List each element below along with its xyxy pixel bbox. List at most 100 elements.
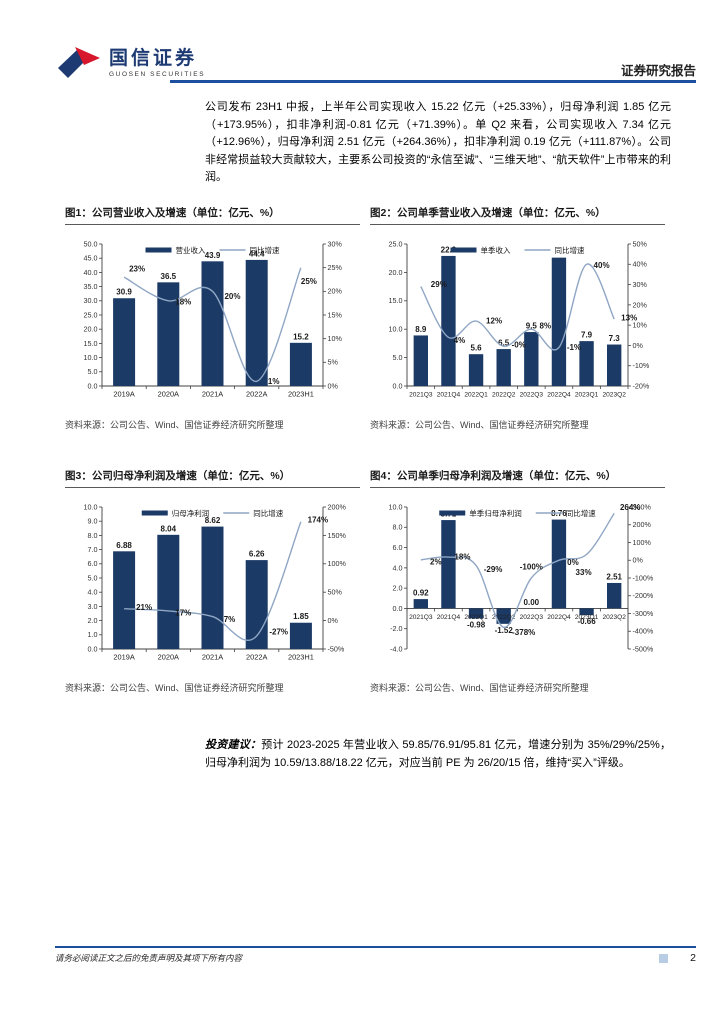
svg-text:同比增速: 同比增速 — [555, 245, 585, 255]
svg-text:15.0: 15.0 — [84, 339, 98, 348]
chart-source-note: 资料来源：公司公告、Wind、国信证券经济研究所整理 — [65, 420, 284, 430]
svg-text:2019A: 2019A — [113, 390, 134, 399]
svg-text:单季归母净利润: 单季归母净利润 — [469, 508, 522, 518]
svg-text:7.0: 7.0 — [88, 545, 98, 554]
svg-text:2020A: 2020A — [158, 653, 179, 662]
svg-text:6.88: 6.88 — [116, 541, 132, 550]
svg-text:20.0: 20.0 — [389, 268, 403, 277]
svg-text:-1.52: -1.52 — [495, 626, 514, 635]
chart-canvas-profit-annual: 0.0 1.0 2.0 3.0 4.0 5.0 6.0 7.0 8.0 9.0 10.0 -50% 0%… — [84, 502, 347, 662]
svg-text:-300%: -300% — [633, 609, 654, 618]
svg-text:0%: 0% — [328, 381, 339, 390]
summary-paragraph: 公司发布 23H1 中报，上半年公司实现收入 15.22 亿元（+25.33%）… — [205, 101, 671, 184]
svg-text:30%: 30% — [328, 239, 343, 248]
svg-text:4.0: 4.0 — [88, 588, 98, 597]
svg-text:8.62: 8.62 — [205, 516, 221, 525]
svg-text:40%: 40% — [594, 261, 610, 270]
svg-text:4.0: 4.0 — [393, 563, 403, 572]
svg-text:50%: 50% — [633, 239, 648, 248]
brand-logo: 国信证券 GUOSEN SECURITIES — [55, 44, 205, 82]
svg-text:15%: 15% — [328, 310, 343, 319]
svg-text:6.26: 6.26 — [249, 550, 265, 559]
svg-text:2021A: 2021A — [202, 390, 223, 399]
svg-text:-100%: -100% — [520, 563, 543, 572]
svg-text:43.9: 43.9 — [205, 251, 221, 260]
svg-text:10%: 10% — [633, 321, 648, 330]
advice-text: 预计 2023-2025 年营业收入 59.85/76.91/95.81 亿元，… — [205, 739, 671, 769]
svg-text:8.0: 8.0 — [393, 523, 403, 532]
svg-text:-400%: -400% — [633, 627, 654, 636]
svg-text:264%: 264% — [620, 503, 640, 512]
svg-text:-10%: -10% — [633, 361, 650, 370]
svg-text:25.0: 25.0 — [389, 239, 403, 248]
svg-text:-0.66: -0.66 — [577, 617, 596, 626]
chart-figure-3: 图3：公司归母净利润及增速（单位：亿元、%） 0.0 1.0 2.0 3.0 4.0 5.… — [65, 468, 360, 694]
svg-text:2019A: 2019A — [113, 653, 134, 662]
svg-text:200%: 200% — [328, 502, 347, 511]
svg-text:20.0: 20.0 — [84, 325, 98, 334]
svg-text:-0%: -0% — [512, 341, 526, 350]
svg-text:2021Q4: 2021Q4 — [437, 614, 461, 621]
svg-text:8%: 8% — [540, 322, 552, 331]
investment-advice-paragraph: 投资建议：预计 2023-2025 年营业收入 59.85/76.91/95.8… — [205, 737, 671, 772]
svg-text:2021A: 2021A — [202, 653, 223, 662]
svg-text:1%: 1% — [268, 377, 280, 386]
svg-text:33%: 33% — [576, 568, 592, 577]
chart-title: 图2：公司单季营业收入及增速（单位：亿元、%） — [370, 205, 665, 225]
svg-text:36.5: 36.5 — [161, 272, 177, 281]
svg-text:-0.98: -0.98 — [467, 620, 486, 629]
svg-text:25%: 25% — [328, 263, 343, 272]
svg-text:200%: 200% — [633, 520, 652, 529]
svg-text:-20%: -20% — [633, 381, 650, 390]
svg-text:8.0: 8.0 — [88, 531, 98, 540]
svg-text:0.0: 0.0 — [393, 381, 403, 390]
header-divider — [170, 80, 696, 83]
svg-text:2.51: 2.51 — [606, 572, 622, 581]
svg-text:2021Q3: 2021Q3 — [409, 614, 433, 621]
svg-text:5.0: 5.0 — [393, 353, 403, 362]
svg-text:2023Q2: 2023Q2 — [602, 392, 626, 399]
svg-text:3.0: 3.0 — [88, 602, 98, 611]
svg-text:5.0: 5.0 — [88, 367, 98, 376]
page-marker-icon — [659, 953, 669, 963]
svg-text:8.9: 8.9 — [415, 325, 427, 334]
svg-text:2023Q1: 2023Q1 — [575, 614, 599, 621]
svg-text:2021Q4: 2021Q4 — [437, 392, 461, 399]
svg-text:2022Q3: 2022Q3 — [520, 614, 544, 621]
svg-text:8.04: 8.04 — [161, 524, 177, 533]
svg-text:45.0: 45.0 — [84, 254, 98, 263]
svg-text:12%: 12% — [486, 317, 502, 326]
chart-figure-1: 图1：公司营业收入及增速（单位：亿元、%） 0.0 5.0 10.0 15.0 20.0… — [65, 205, 360, 431]
svg-text:25.0: 25.0 — [84, 310, 98, 319]
chart-figure-2: 图2：公司单季营业收入及增速（单位：亿元、%） 0.0 5.0 10.0 15.0 20… — [370, 205, 665, 431]
footer-divider — [55, 946, 696, 948]
svg-text:2022Q3: 2022Q3 — [520, 392, 544, 399]
svg-text:5%: 5% — [328, 358, 339, 367]
svg-text:同比增速: 同比增速 — [250, 245, 280, 255]
svg-text:2021Q3: 2021Q3 — [409, 392, 433, 399]
svg-text:2023Q2: 2023Q2 — [602, 614, 626, 621]
svg-text:2023H1: 2023H1 — [288, 653, 314, 662]
svg-text:300%: 300% — [633, 502, 652, 511]
svg-text:22.9: 22.9 — [441, 245, 457, 254]
svg-text:150%: 150% — [328, 531, 347, 540]
svg-text:15.0: 15.0 — [389, 296, 403, 305]
svg-text:单季收入: 单季收入 — [481, 245, 511, 255]
svg-text:15.2: 15.2 — [293, 332, 309, 341]
svg-text:2022A: 2022A — [246, 653, 267, 662]
svg-text:40%: 40% — [633, 260, 648, 269]
svg-text:-200%: -200% — [633, 591, 654, 600]
svg-text:1.0: 1.0 — [88, 630, 98, 639]
svg-text:0%: 0% — [567, 558, 579, 567]
svg-text:2022Q4: 2022Q4 — [547, 614, 571, 621]
svg-text:10.0: 10.0 — [84, 502, 98, 511]
svg-text:-100%: -100% — [633, 573, 654, 582]
svg-text:18%: 18% — [175, 297, 191, 306]
svg-text:0%: 0% — [328, 616, 339, 625]
svg-text:20%: 20% — [328, 287, 343, 296]
svg-text:7%: 7% — [224, 615, 236, 624]
svg-text:5.6: 5.6 — [471, 344, 483, 353]
svg-text:2022Q1: 2022Q1 — [464, 614, 488, 621]
chart-source-note: 资料来源：公司公告、Wind、国信证券经济研究所整理 — [65, 683, 284, 693]
chart-canvas-revenue-annual: 0.0 5.0 10.0 15.0 20.0 25.0 30.0 35.0 40.0 45.0 50… — [84, 239, 343, 399]
